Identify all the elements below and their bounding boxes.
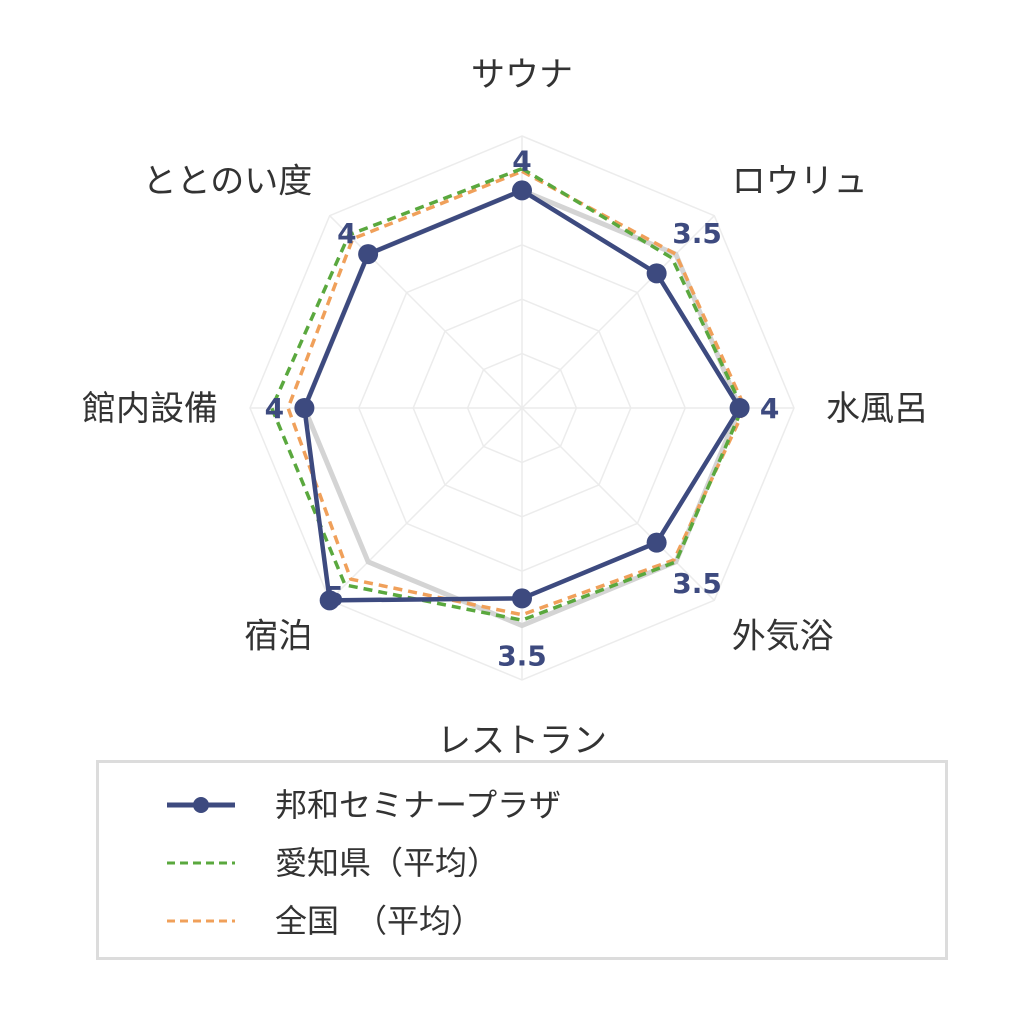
legend-item-series-0: 邦和セミナープラザ bbox=[99, 777, 945, 833]
value-labels: 4 3.5 4 3.5 3.5 5 4 4 bbox=[265, 144, 780, 672]
grid-spoke-5 bbox=[329, 407, 523, 601]
grid-spoke-3 bbox=[521, 407, 715, 601]
value-label-2: 4 bbox=[760, 392, 779, 425]
value-label-7: 4 bbox=[337, 217, 356, 250]
axis-label-0: サウナ bbox=[471, 55, 573, 95]
axis-label-5: 宿泊 bbox=[244, 617, 312, 657]
series-0-point-6 bbox=[294, 398, 315, 418]
series-0-point-0 bbox=[512, 180, 532, 201]
series-0-point-1 bbox=[646, 263, 667, 284]
axis-label-4: レストラン bbox=[437, 721, 607, 760]
axis-label-6: 館内設備 bbox=[82, 389, 218, 429]
axis-label-2: 水風呂 bbox=[826, 389, 928, 429]
grid-spoke-1 bbox=[521, 215, 715, 409]
legend-swatch-series-0 bbox=[167, 797, 235, 813]
series-0-point-4 bbox=[512, 588, 532, 609]
chart-legend: 邦和セミナープラザ 愛知県（平均） 全国 （平均） bbox=[96, 760, 948, 960]
radar-series-layer bbox=[270, 166, 750, 622]
value-label-6: 4 bbox=[265, 392, 284, 425]
legend-swatch-series-1 bbox=[167, 861, 235, 865]
value-label-1: 3.5 bbox=[672, 217, 722, 250]
value-label-0: 4 bbox=[512, 144, 531, 177]
legend-swatch-series-2 bbox=[167, 919, 235, 923]
value-label-4: 3.5 bbox=[497, 640, 547, 673]
legend-item-series-2: 全国 （平均） bbox=[99, 893, 945, 949]
legend-label-series-2: 全国 （平均） bbox=[275, 902, 484, 940]
series-0-point-5 bbox=[319, 590, 340, 611]
series-0-point-3 bbox=[646, 532, 667, 553]
axis-label-1: ロウリュ bbox=[732, 161, 868, 201]
series-line-1 bbox=[270, 166, 745, 622]
series-line-2 bbox=[286, 169, 747, 617]
axis-label-7: ととのい度 bbox=[143, 161, 313, 201]
series-0-point-7 bbox=[358, 244, 379, 265]
value-label-5: 5 bbox=[324, 580, 343, 613]
legend-item-series-1: 愛知県（平均） bbox=[99, 835, 945, 891]
axis-label-3: 外気浴 bbox=[732, 617, 834, 657]
series-0-point-2 bbox=[729, 398, 750, 418]
legend-label-series-1: 愛知県（平均） bbox=[275, 844, 500, 882]
legend-label-series-0: 邦和セミナープラザ bbox=[275, 786, 562, 824]
value-label-3: 3.5 bbox=[672, 567, 722, 600]
